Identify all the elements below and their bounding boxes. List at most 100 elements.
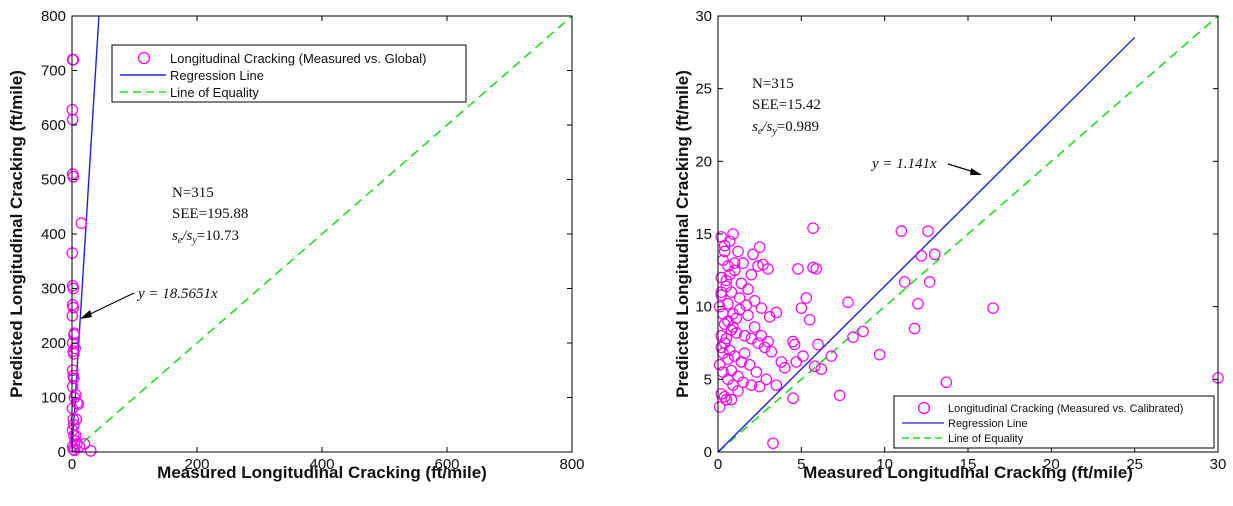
chart-1-data-point	[67, 282, 80, 295]
chart-2-data-point	[718, 245, 731, 258]
chart-2-data-point	[752, 260, 764, 272]
chart-1-data-layer	[66, 16, 572, 457]
chart-2-data-point	[753, 380, 766, 393]
chart-2-data-point	[895, 225, 908, 237]
chart-2-data-point	[857, 325, 869, 338]
chart-2-data-point	[807, 222, 819, 234]
chart-2-x-tick-label: 25	[1126, 456, 1143, 473]
chart-2-data-point	[718, 318, 731, 330]
chart-2-data-point	[722, 260, 734, 272]
chart-2-data-point	[725, 393, 738, 406]
chart-2-data-point	[795, 302, 808, 314]
chart-2-x-tick-label: 0	[714, 456, 722, 473]
chart-1-x-axis-label: Measured Longitudinal Cracking (ft/mile)	[157, 463, 487, 482]
chart-1-y-tick-label: 300	[41, 281, 66, 298]
chart-2-data-point	[722, 353, 734, 365]
chart-2-data-point	[720, 274, 733, 287]
chart-2-y-tick-label: 10	[695, 299, 712, 316]
chart-1-legend-marker-points	[137, 51, 151, 65]
chart-2-data-point	[847, 331, 859, 343]
chart-2-data-point	[800, 292, 813, 304]
chart-1-x-tick-label: 0	[68, 456, 76, 473]
chart-2-data-point	[715, 289, 728, 301]
chart-1-data-point	[66, 113, 79, 126]
chart-2-data-point	[713, 401, 726, 413]
chart-2-data-point	[842, 296, 854, 309]
chart-1-legend-label-regression: Regression Line	[170, 68, 264, 83]
chart-1-x-tick-label: 200	[184, 456, 209, 473]
chart-1-y-tick-label: 500	[41, 172, 66, 189]
chart-2-data-point	[742, 283, 754, 296]
chart-2-data-point	[790, 356, 803, 368]
chart-2-data-point	[940, 376, 953, 389]
chart-2-data-point	[725, 324, 738, 336]
chart-1-y-tick-label: 200	[41, 335, 66, 352]
chart-2-data-point	[735, 277, 748, 290]
chart-2-legend: Longitudinal Cracking (Measured vs. Cali…	[893, 395, 1215, 449]
chart-2-ticks: 0 5 10 15 20 25 30 0 5 10 15 20 25 30	[695, 8, 1226, 473]
chart-2-data-point	[713, 300, 726, 313]
chart-2-data-point	[733, 303, 746, 316]
chart-2-data-point	[742, 309, 754, 322]
chart-2-data-point	[915, 250, 928, 262]
chart-2-data-point	[898, 276, 911, 288]
chart-1-legend-box	[111, 44, 467, 103]
chart-2-data-point	[753, 241, 766, 253]
chart-2-x-tick-label: 10	[876, 456, 893, 473]
chart-2-data-point	[720, 393, 733, 406]
chart-1-x-tick-label: 600	[434, 456, 459, 473]
chart-2-stat-ratio: se/sy=0.989	[752, 119, 819, 137]
chart-1-data-point	[66, 337, 79, 349]
chart-2-line-of-equality	[718, 16, 1218, 452]
chart-1-annotation-arrowhead	[80, 310, 92, 319]
chart-2-y-axis-label: Predicted Longitudinal Cracking (ft/mile…	[673, 70, 692, 398]
chart-1-data-point	[66, 364, 79, 377]
chart-1-data-point	[68, 348, 80, 360]
chart-1-data-point	[68, 418, 80, 431]
chart-1-stat-see: SEE=195.88	[172, 206, 248, 222]
chart-1-y-tick-label: 800	[41, 8, 66, 25]
chart-1-legend-label-points: Longitudinal Cracking (Measured vs. Glob…	[170, 51, 427, 66]
chart-2-data-point	[738, 347, 751, 359]
chart-2-data-point	[727, 308, 739, 320]
chart-2-data-point	[748, 321, 761, 333]
chart-2-data-point	[745, 268, 758, 281]
chart-2-stat-ratio-sub-a: e	[758, 126, 763, 137]
chart-1-y-tick-label: 400	[41, 226, 66, 243]
chart-2-data-point	[787, 335, 799, 348]
chart-2-data-point	[763, 311, 776, 323]
chart-2-stat-ratio-symbol-a: s	[752, 119, 758, 135]
calibrated-chart: 0 5 10 15 20 25 30 0 5 10 15 20 25 30 Measured Longit…	[673, 8, 1226, 482]
chart-2-data-point	[737, 257, 749, 269]
chart-1-data-point	[84, 445, 97, 457]
chart-1-stat-ratio-value: =10.73	[197, 228, 239, 244]
chart-2-y-tick-label: 20	[695, 153, 712, 170]
chart-2-data-point	[722, 297, 734, 310]
chart-1-data-point	[67, 170, 80, 183]
chart-1-data-point	[66, 380, 79, 393]
chart-2-y-tick-label: 5	[704, 371, 712, 388]
chart-2-data-point	[808, 360, 821, 373]
chart-2-data-point	[715, 341, 728, 354]
chart-2-data-point	[923, 276, 936, 288]
chart-1-legend-label-equality: Line of Equality	[170, 85, 259, 100]
chart-2-data-point	[718, 390, 731, 403]
chart-2-stat-ratio-value: =0.989	[777, 119, 819, 135]
chart-1-x-tick-label: 800	[559, 456, 584, 473]
chart-2-data-point	[765, 345, 778, 358]
chart-1-data-point	[72, 398, 85, 410]
chart-2-data-point	[745, 379, 758, 391]
chart-2-legend-label-regression: Regression Line	[948, 418, 1028, 430]
chart-2-data-point	[715, 286, 728, 298]
chart-1-data-point	[67, 53, 80, 66]
chart-1-data-point	[69, 429, 82, 442]
chart-1-data-point	[70, 413, 83, 426]
chart-2-data-point	[755, 329, 768, 342]
chart-1-stat-n: N=315	[172, 185, 214, 201]
chart-2-data-point	[747, 248, 759, 261]
chart-2-data-point	[812, 338, 824, 351]
chart-2-data-point	[733, 292, 746, 304]
chart-1-x-tick-label: 400	[309, 456, 334, 473]
chart-1-stat-ratio-symbol-b: s	[186, 228, 192, 244]
